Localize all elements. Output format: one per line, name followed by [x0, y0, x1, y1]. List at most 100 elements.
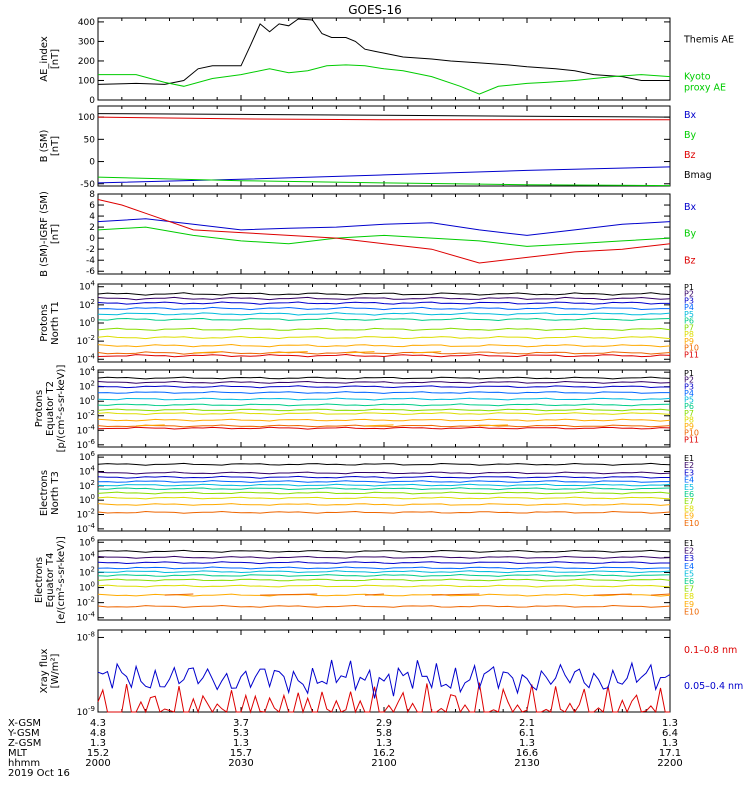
series-line-kyoto-proxy-ae: [98, 64, 671, 95]
channel-legend-p7: P7: [684, 323, 694, 332]
y-tick-label: 10-8: [77, 630, 95, 643]
channel-line-p1: [97, 376, 671, 380]
channel-legend-p7: P7: [684, 409, 694, 418]
y-tick-label: 102: [79, 298, 95, 311]
series-line-xray-short: [97, 682, 670, 714]
y-tick-label: 102: [79, 565, 95, 578]
y-tick-label: 104: [79, 280, 95, 293]
footer-value: 1.3: [662, 738, 678, 749]
channel-segment-p9: [269, 351, 308, 354]
channel-legend-p9: P9: [684, 422, 694, 431]
channel-line-e1: [97, 549, 671, 553]
channel-legend-e5: E5: [684, 483, 694, 492]
channel-line-e2: [97, 555, 671, 559]
channel-segment-p9: [193, 351, 222, 354]
y-tick-label: 10-4: [77, 352, 96, 365]
series-line-bx: [97, 218, 671, 236]
y-tick-label: 100: [79, 394, 95, 407]
channel-line-p2: [97, 380, 671, 384]
footer-value: 1.3: [233, 738, 249, 749]
footer-row-label: X-GSM: [8, 718, 41, 729]
channel-legend-e4: E4: [684, 562, 694, 571]
channel-line-p4: [97, 306, 670, 311]
footer-value: 15.7: [230, 748, 252, 759]
y-tick-label: 100: [79, 493, 95, 506]
footer-value: 1.3: [662, 718, 678, 729]
y-axis-title: Electrons: [34, 557, 45, 603]
channel-legend-p8: P8: [684, 330, 694, 339]
channel-line-p6: [97, 403, 671, 407]
panel-xray: 10-8 10-9 Xray flux [W/m²] 0.1–0.8 nm 0.05–0.…: [39, 629, 743, 718]
y-axis-title: Protons: [39, 304, 50, 341]
series-line-bz: [97, 199, 671, 264]
channel-line-p6: [97, 317, 671, 322]
footer-value: 5.8: [376, 728, 392, 739]
y-tick-label: 106: [79, 535, 95, 548]
channel-legend-p4: P4: [684, 303, 694, 312]
footer-row-label: Z-GSM: [8, 738, 41, 749]
channel-segment-e10: [260, 593, 318, 596]
channel-legend-e6: E6: [684, 490, 694, 499]
y-tick-label: 102: [79, 479, 95, 492]
series-line-by: [97, 226, 671, 247]
channel-legend-e3: E3: [684, 468, 694, 477]
footer-value: 16.2: [373, 748, 395, 759]
channel-line-e6: [97, 573, 671, 577]
y-tick-label: 0: [89, 234, 95, 244]
channel-line-e9: [97, 503, 671, 506]
channel-line-p7: [97, 327, 671, 331]
channel-line-e4: [97, 480, 670, 483]
channel-legend-p2: P2: [684, 376, 694, 385]
channel-line-p11: [97, 353, 671, 358]
channel-line-p1: [97, 292, 671, 296]
y-axis-title: [p/(cm²-s-sr-keV)]: [56, 365, 67, 453]
y-tick-label: 10-2: [77, 409, 95, 422]
channel-legend-e1: E1: [684, 454, 694, 463]
channel-line-e8: [97, 496, 671, 500]
legend-entry: Bx: [684, 202, 697, 213]
y-tick-label: -6: [86, 267, 95, 277]
y-tick-label: 10-2: [77, 596, 95, 609]
legend-entry: Themis AE: [683, 35, 734, 46]
channel-legend-p3: P3: [684, 296, 694, 305]
footer-value: 2200: [657, 758, 682, 769]
channel-segment-e10: [650, 593, 671, 596]
channel-segment-e10: [593, 593, 632, 596]
channel-legend-e3: E3: [684, 554, 694, 563]
y-tick-label: 400: [78, 18, 95, 28]
y-tick-label: 2: [89, 223, 95, 233]
panel-ae: 0 100 200 300 400 AE_index [nT] Themis AE Kyotop…: [39, 17, 734, 106]
y-axis-title: B (SM)-IGRF (SM): [39, 191, 50, 277]
channel-line-e10: [97, 604, 671, 608]
channel-legend-e2: E2: [684, 461, 694, 470]
channel-legend-e9: E9: [684, 512, 694, 521]
channel-line-p8: [97, 412, 671, 416]
footer-value: 2.9: [376, 718, 392, 729]
channel-legend-p1: P1: [684, 283, 694, 292]
channel-line-p5: [97, 312, 671, 316]
channel-legend-e7: E7: [684, 497, 694, 506]
channel-line-p8: [97, 335, 671, 340]
y-axis-title: [W/m²]: [50, 653, 61, 688]
y-tick-label: 50: [84, 135, 96, 145]
y-tick-label: -2: [86, 245, 95, 255]
footer-value: 6.1: [519, 728, 535, 739]
y-axis-title: Equator T4: [45, 553, 56, 608]
channel-segment-p9: [412, 351, 442, 354]
y-tick-label: 100: [78, 113, 95, 123]
channel-line-e7: [97, 491, 671, 495]
channel-legend-p10: P10: [684, 344, 699, 353]
panel-frame: [97, 17, 671, 101]
channel-line-p9: [97, 343, 671, 348]
y-tick-label: -4: [86, 256, 95, 266]
channel-line-p11: [97, 426, 671, 430]
channel-line-p10: [97, 351, 671, 355]
channel-line-e1: [97, 462, 671, 466]
y-tick-label: 200: [78, 57, 95, 67]
panel-bsm: -50 0 50 100 B (SM) [nT] Bx By Bz Bmag: [39, 105, 712, 190]
y-axis-title: B (SM): [39, 129, 50, 162]
y-tick-label: 4: [89, 212, 95, 222]
